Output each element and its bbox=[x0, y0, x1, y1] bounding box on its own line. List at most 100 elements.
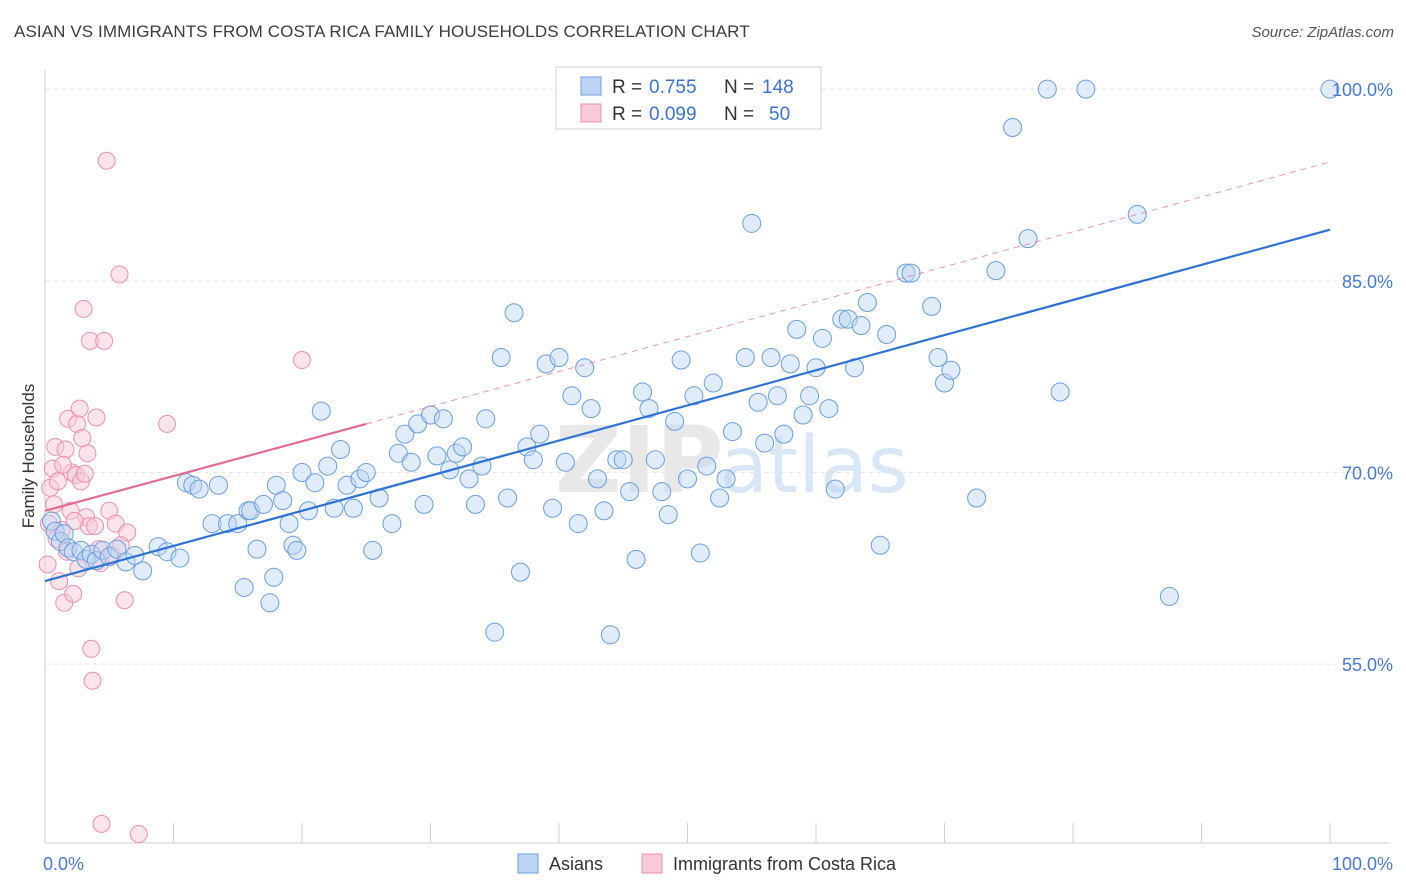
costa-rica-point bbox=[73, 428, 92, 447]
tick-labels: 55.0% 70.0% 85.0% 100.0% 0.0% 100.0% bbox=[43, 80, 1393, 874]
asian-point bbox=[742, 213, 762, 233]
asian-point bbox=[819, 399, 839, 419]
asian-point bbox=[510, 562, 530, 582]
asian-point bbox=[395, 424, 415, 444]
asian-point bbox=[311, 401, 331, 421]
legend-swatch-asians bbox=[517, 853, 539, 874]
trend-lines bbox=[44, 161, 1331, 583]
asian-point bbox=[498, 488, 518, 508]
costa-rica-point bbox=[82, 639, 101, 658]
asian-point bbox=[901, 263, 921, 283]
y-tick-label: 100.0% bbox=[1332, 80, 1393, 100]
asian-point bbox=[767, 386, 787, 406]
asian-point bbox=[202, 514, 222, 534]
asian-point bbox=[343, 498, 363, 518]
asian-point bbox=[613, 450, 633, 470]
costa-rica-point bbox=[75, 464, 94, 483]
costa-rica-point bbox=[38, 555, 57, 574]
asian-point bbox=[722, 422, 742, 442]
asian-point bbox=[1159, 586, 1179, 606]
watermark-zip: ZIP bbox=[555, 407, 723, 514]
asian-point bbox=[748, 392, 768, 412]
costa-rica-points bbox=[38, 151, 311, 844]
costa-rica-point bbox=[64, 584, 83, 603]
asian-point bbox=[710, 488, 730, 508]
asian-point bbox=[1127, 204, 1147, 224]
costa-rica-point bbox=[56, 440, 75, 459]
asian-point bbox=[273, 491, 293, 511]
asian-point bbox=[485, 622, 505, 642]
asian-point bbox=[594, 501, 614, 521]
costa-rica-point bbox=[293, 351, 311, 370]
asian-point bbox=[401, 452, 421, 472]
legend-r-label: R = bbox=[612, 77, 642, 98]
asian-point bbox=[189, 479, 209, 499]
asian-point bbox=[716, 469, 736, 489]
costa-rica-trend-extrapolated bbox=[366, 161, 1331, 425]
legend-swatch-costa-rica bbox=[580, 103, 602, 123]
asian-point bbox=[600, 625, 620, 645]
legend-r-value: 0.099 bbox=[649, 104, 697, 125]
asian-point bbox=[318, 456, 338, 476]
legend-n-value: 148 bbox=[762, 77, 794, 98]
costa-rica-point bbox=[115, 591, 134, 610]
costa-rica-point bbox=[111, 536, 130, 555]
asian-point bbox=[620, 482, 640, 502]
asian-point bbox=[697, 456, 717, 476]
costa-rica-point bbox=[65, 512, 84, 531]
source-credit: Source: ZipAtlas.com bbox=[1251, 24, 1394, 41]
costa-rica-point bbox=[70, 399, 89, 418]
asian-point bbox=[832, 309, 852, 329]
legend-r-value: 0.755 bbox=[649, 77, 697, 98]
costa-rica-point bbox=[74, 299, 93, 318]
asian-point bbox=[283, 535, 303, 555]
gridlines bbox=[45, 88, 1390, 665]
asian-point bbox=[690, 543, 710, 563]
legend-swatch-asians bbox=[580, 76, 602, 96]
asian-point bbox=[658, 505, 678, 525]
asian-point bbox=[928, 347, 948, 367]
asian-point bbox=[652, 482, 672, 502]
asian-point bbox=[935, 373, 954, 393]
asian-point bbox=[568, 514, 588, 534]
asian-point bbox=[562, 386, 582, 406]
asian-point bbox=[71, 540, 91, 560]
legend-swatch-costa-rica bbox=[641, 853, 663, 874]
asian-point bbox=[588, 469, 608, 489]
asian-point bbox=[76, 549, 96, 569]
asian-point bbox=[523, 450, 543, 470]
costa-rica-point bbox=[48, 472, 67, 491]
asian-point bbox=[787, 319, 807, 339]
asian-point bbox=[607, 450, 627, 470]
asian-point bbox=[922, 296, 942, 316]
asian-point bbox=[41, 511, 61, 531]
asian-point bbox=[645, 450, 665, 470]
asian-point bbox=[234, 577, 254, 597]
x-tick-label: 0.0% bbox=[43, 854, 84, 874]
asian-point bbox=[671, 350, 691, 370]
asian-point bbox=[170, 548, 190, 568]
costa-rica-point bbox=[110, 265, 129, 284]
asian-point bbox=[800, 386, 820, 406]
asian-point bbox=[305, 473, 325, 493]
asian-point bbox=[453, 437, 473, 457]
asian-point bbox=[331, 439, 351, 459]
asian-point bbox=[208, 475, 228, 495]
costa-rica-point bbox=[129, 825, 148, 844]
asian-point bbox=[735, 347, 755, 367]
asian-point bbox=[287, 540, 307, 560]
asian-point bbox=[703, 373, 723, 393]
asian-point bbox=[54, 524, 74, 544]
asian-point bbox=[678, 469, 697, 489]
asian-point bbox=[433, 409, 453, 429]
asian-point bbox=[292, 462, 312, 482]
asian-point bbox=[812, 328, 832, 348]
asian-point bbox=[684, 386, 704, 406]
asian-point bbox=[851, 316, 871, 336]
asian-point bbox=[626, 549, 646, 569]
asian-point bbox=[549, 347, 569, 367]
y-axis-label: Family Households bbox=[19, 384, 38, 529]
watermark: ZIP atlas bbox=[555, 407, 909, 514]
asian-point bbox=[382, 514, 402, 534]
